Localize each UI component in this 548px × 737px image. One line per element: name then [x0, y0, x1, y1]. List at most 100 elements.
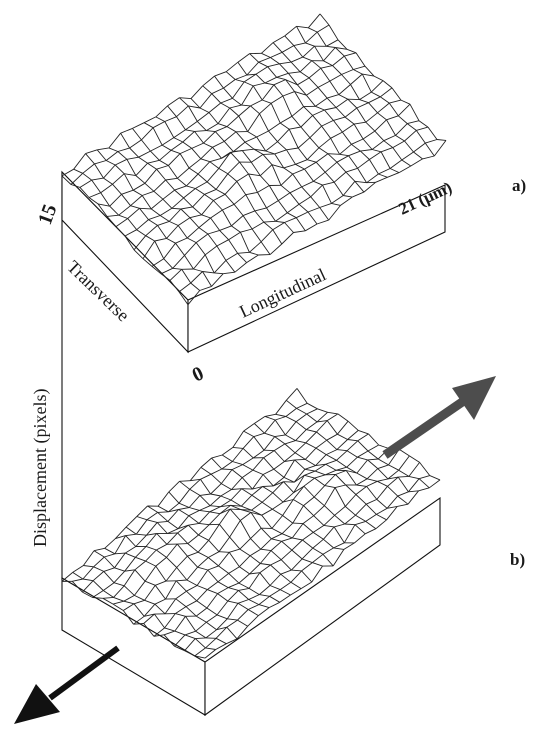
mesh-line: [263, 221, 274, 231]
mesh-line: [124, 546, 137, 554]
mesh-line: [216, 239, 229, 247]
mesh-line: [171, 197, 184, 209]
mesh-line: [303, 106, 313, 116]
mesh-line: [153, 627, 165, 637]
mesh-line: [187, 524, 199, 536]
mesh-line: [195, 630, 207, 639]
mesh-line: [193, 254, 206, 270]
mesh-line: [294, 442, 307, 454]
mesh-line: [273, 450, 285, 462]
mesh-line: [299, 71, 310, 79]
mesh-line: [333, 542, 345, 549]
mesh-line: [102, 596, 114, 599]
mesh-line: [236, 625, 249, 640]
mesh-line: [260, 527, 272, 540]
mesh-line: [300, 126, 311, 138]
mesh-line: [188, 509, 200, 517]
mesh-line: [354, 520, 366, 526]
mesh-line: [318, 137, 331, 149]
mesh-line: [207, 229, 220, 235]
mesh-line: [273, 481, 284, 487]
mesh-line: [123, 173, 134, 191]
mesh-line: [231, 225, 241, 233]
mesh-line: [418, 475, 430, 480]
mesh-line: [125, 533, 137, 537]
mesh-line: [265, 141, 278, 152]
mesh-line: [156, 522, 168, 534]
mesh-line: [281, 522, 294, 535]
mesh-line: [150, 198, 164, 210]
mesh-line: [312, 532, 324, 540]
mesh-line: [175, 598, 187, 607]
mesh-line: [138, 156, 148, 164]
mesh-line: [184, 630, 196, 636]
mesh-line: [312, 538, 324, 549]
mesh-line: [253, 432, 265, 438]
mesh-line: [73, 153, 86, 170]
mesh-line: [121, 194, 131, 206]
mesh-line: [290, 61, 301, 73]
mesh-line: [221, 468, 233, 471]
mesh-line: [207, 589, 218, 595]
mesh-line: [186, 579, 198, 586]
mesh-line: [270, 559, 282, 566]
mesh-line: [286, 147, 299, 151]
mesh-line: [79, 187, 90, 198]
mesh-line: [324, 505, 335, 516]
mesh-line: [323, 514, 335, 526]
mesh-line: [88, 197, 99, 205]
mesh-line: [206, 614, 218, 623]
mesh-line: [327, 411, 338, 415]
mesh-line: [208, 551, 220, 558]
mesh-line: [314, 45, 324, 62]
mesh-line: [375, 176, 388, 183]
mesh-line: [188, 158, 202, 169]
mesh-line: [262, 486, 274, 494]
mesh-line: [250, 512, 262, 529]
mesh-line: [400, 99, 411, 105]
mesh-line: [375, 519, 387, 530]
mesh-line: [284, 222, 294, 233]
mesh-line: [152, 121, 166, 129]
mesh-line: [92, 597, 103, 599]
mesh-line: [378, 173, 388, 178]
mesh-line: [215, 173, 229, 190]
mesh-line: [294, 91, 304, 107]
mesh-line: [238, 582, 250, 589]
mesh-line: [296, 25, 309, 29]
mesh-line: [113, 585, 125, 598]
mesh-line: [112, 183, 122, 195]
mesh-line: [215, 189, 226, 195]
mesh-line: [114, 567, 125, 572]
mesh-line: [344, 107, 358, 118]
mesh-line: [124, 235, 135, 251]
mesh-line: [348, 150, 361, 157]
mesh-line: [177, 532, 189, 544]
mesh-line: [214, 75, 224, 89]
mesh-line: [354, 533, 366, 544]
mesh-line: [351, 143, 361, 152]
mesh-line: [284, 25, 297, 37]
mesh-line: [321, 119, 334, 127]
mesh-line: [413, 151, 423, 160]
mesh-line: [168, 208, 182, 222]
mesh-line: [93, 547, 105, 552]
mesh-line: [334, 514, 346, 525]
mesh-line: [245, 191, 258, 196]
mesh-line: [230, 504, 241, 511]
mesh-line: [283, 459, 296, 478]
mesh-line: [258, 604, 270, 609]
mesh-line: [156, 533, 168, 545]
mesh-line: [368, 433, 380, 446]
mesh-line: [305, 431, 317, 444]
mesh-line: [190, 98, 201, 109]
mesh-line: [285, 434, 296, 441]
mesh-line: [322, 554, 334, 567]
mesh-line: [194, 647, 206, 657]
mesh-line: [305, 442, 317, 449]
mesh-line: [148, 219, 158, 226]
mesh-line: [366, 173, 379, 184]
mesh-line: [401, 151, 414, 161]
mesh-line: [160, 273, 171, 281]
